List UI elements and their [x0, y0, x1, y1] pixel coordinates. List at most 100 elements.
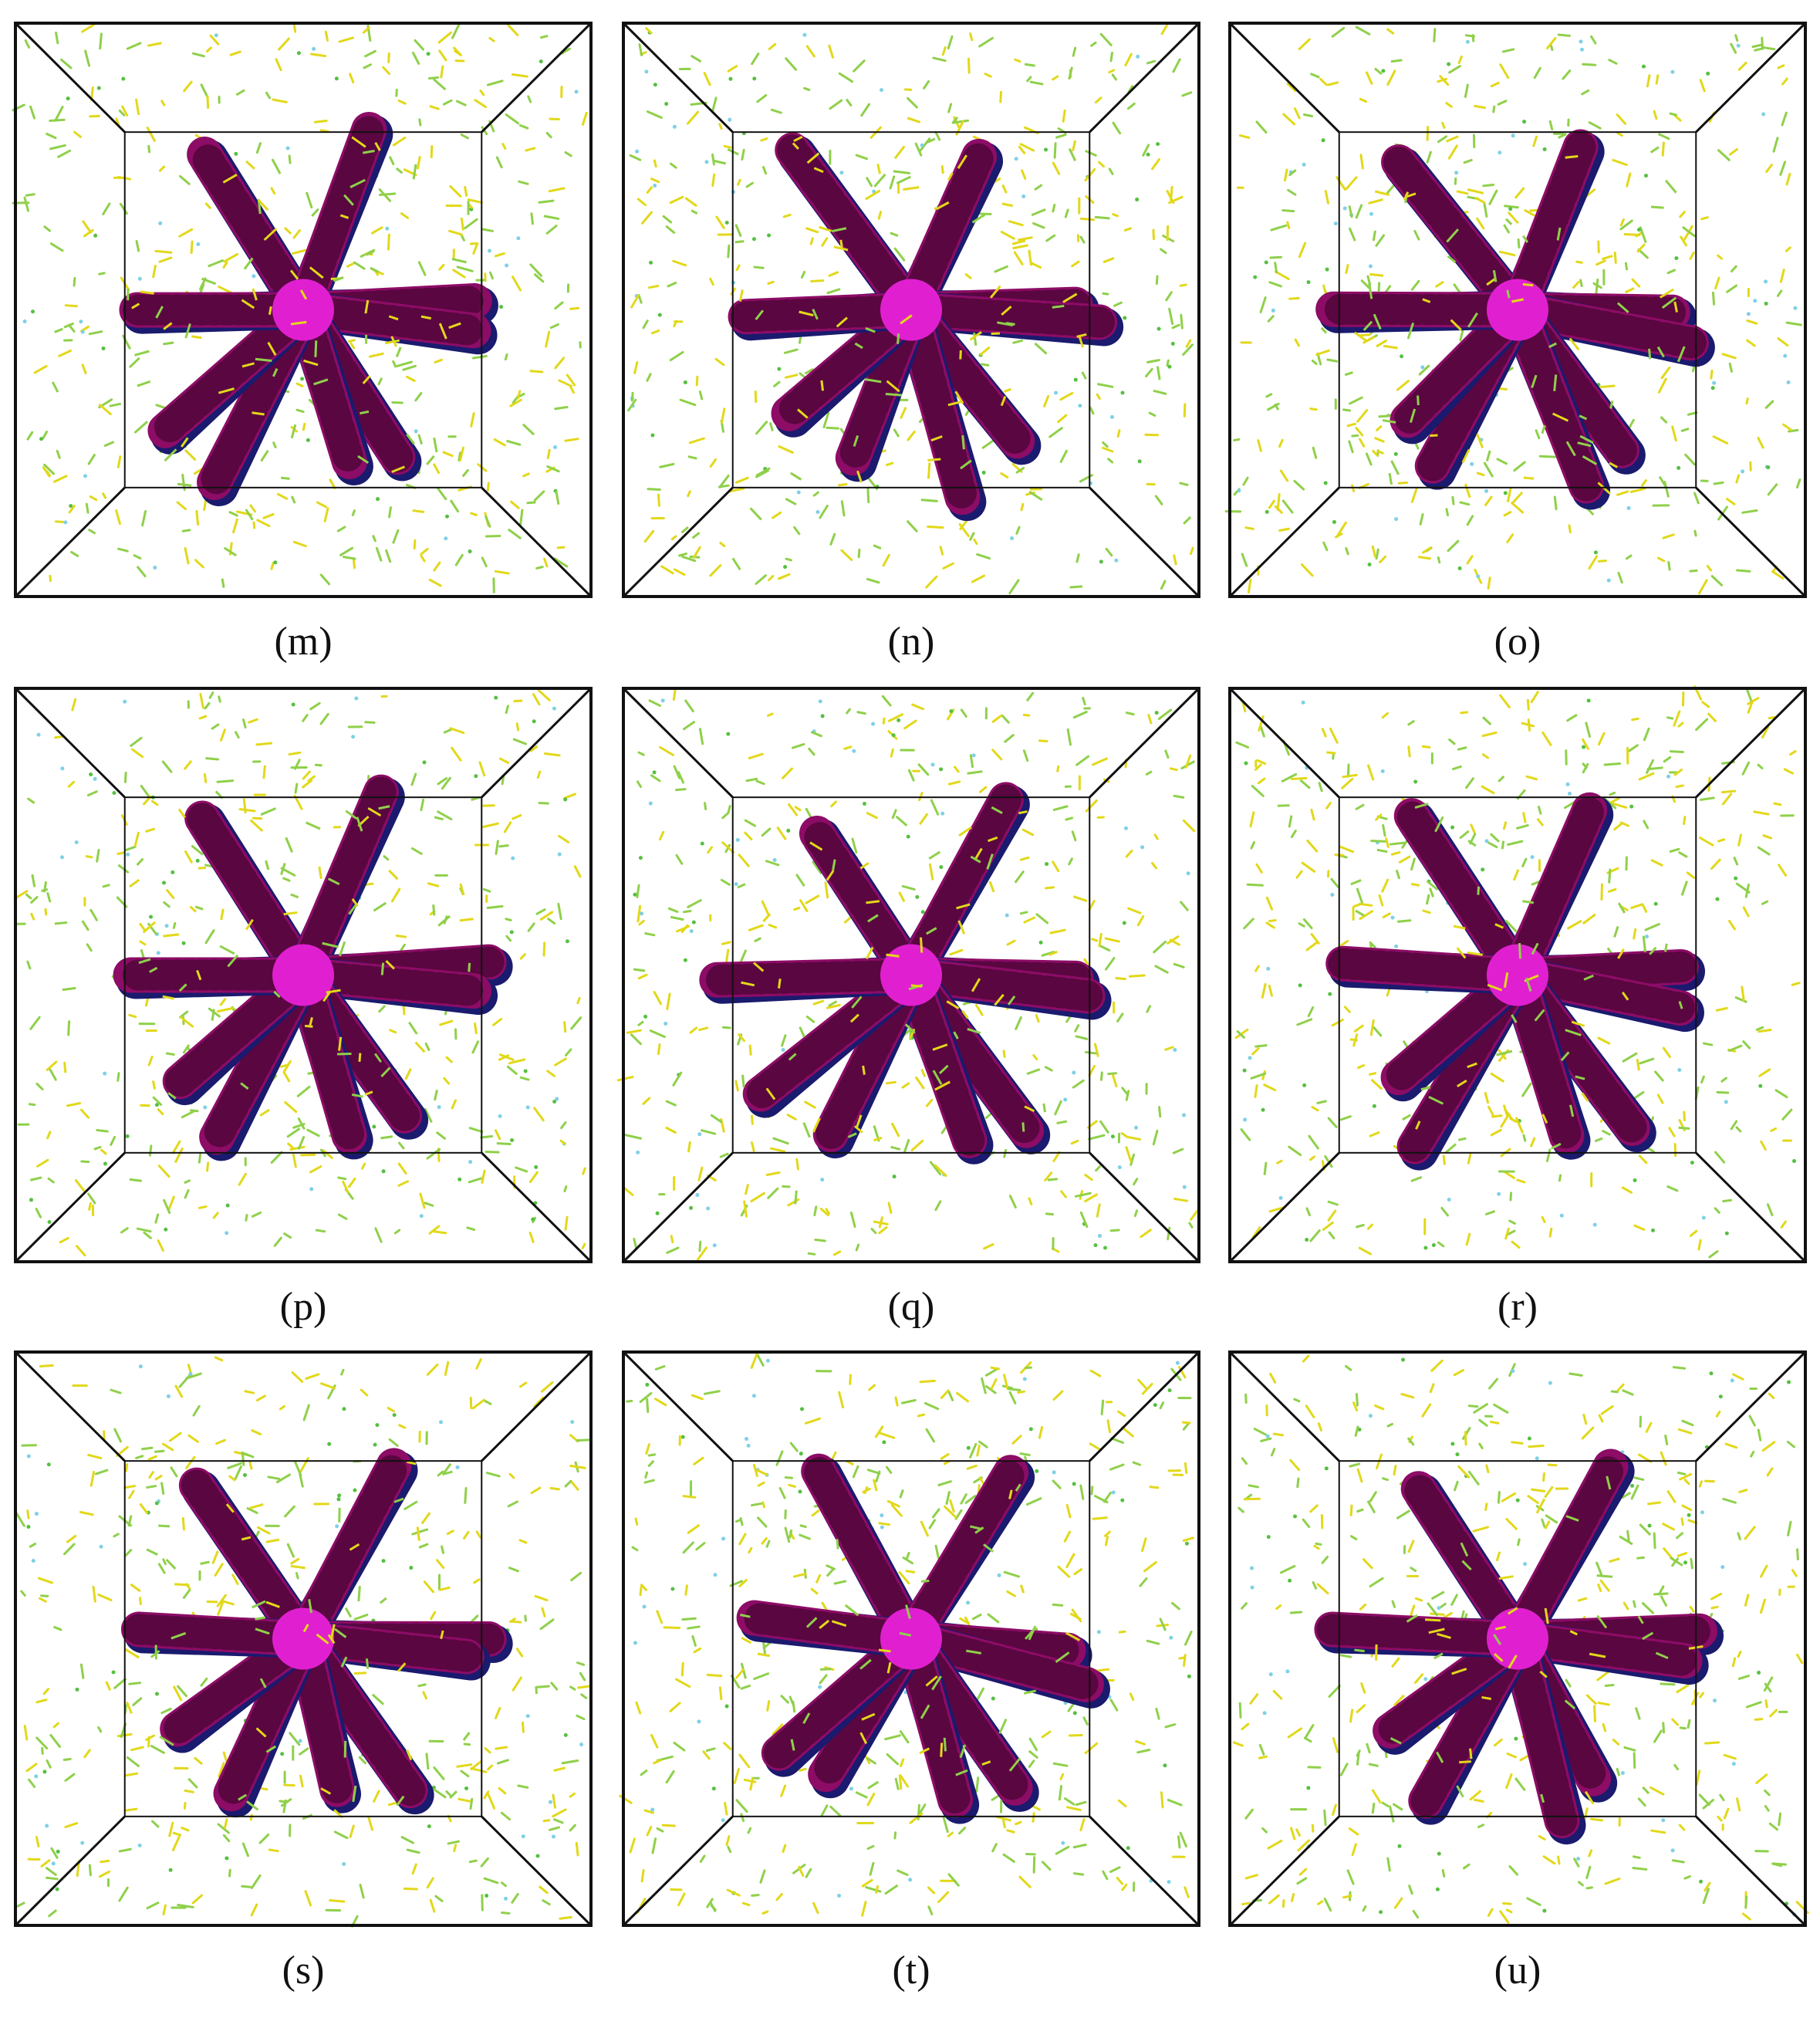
solvent-molecule — [177, 1685, 187, 1698]
solvent-molecule — [1409, 408, 1416, 423]
solvent-ion — [285, 146, 290, 150]
solvent-molecule — [1673, 710, 1681, 727]
solvent-molecule — [1286, 83, 1297, 93]
solvent-molecule — [1344, 1364, 1352, 1371]
solvent-molecule — [29, 105, 36, 120]
solvent-ion — [781, 1048, 785, 1053]
solvent-molecule — [1633, 1752, 1636, 1769]
solvent-ion — [1701, 1215, 1706, 1220]
solvent-molecule — [740, 1614, 751, 1618]
solvent-molecule — [1035, 913, 1049, 924]
box-edge — [622, 486, 734, 598]
solvent-ion — [431, 1785, 436, 1790]
core — [880, 944, 942, 1006]
solvent-molecule — [701, 1129, 717, 1135]
solvent-molecule — [1349, 1038, 1359, 1042]
solvent-molecule — [511, 1892, 519, 1904]
solvent-molecule — [486, 904, 504, 909]
solvent-molecule — [1639, 1057, 1655, 1065]
solvent-molecule — [147, 922, 158, 935]
solvent-molecule — [680, 924, 689, 933]
solvent-molecule — [971, 978, 981, 992]
solvent-molecule — [1369, 1131, 1380, 1137]
solvent-ion — [751, 1394, 756, 1398]
solvent-molecule — [1369, 1577, 1384, 1588]
solvent-molecule — [1710, 369, 1714, 380]
solvent-molecule — [670, 162, 677, 169]
solvent-molecule — [42, 431, 49, 439]
solvent-molecule — [373, 1053, 383, 1063]
solvent-molecule — [846, 708, 851, 715]
solvent-molecule — [1648, 348, 1652, 360]
solvent-molecule — [1633, 1224, 1646, 1231]
solvent-molecule — [947, 172, 954, 181]
solvent-molecule — [698, 1240, 702, 1252]
solvent-molecule — [1139, 1577, 1148, 1587]
solvent-molecule — [829, 800, 838, 808]
solvent-molecule — [443, 1077, 451, 1085]
solvent-molecule — [123, 1484, 136, 1489]
solvent-molecule — [512, 738, 528, 745]
solvent-molecule — [480, 1134, 494, 1139]
solvent-molecule — [1092, 1516, 1108, 1520]
solvent-molecule — [891, 809, 897, 820]
solvent-molecule — [487, 1793, 496, 1810]
solvent-molecule — [631, 1546, 639, 1552]
solvent-molecule — [640, 1584, 648, 1591]
solvent-molecule — [849, 1374, 852, 1385]
solvent-molecule — [518, 1381, 528, 1388]
solvent-molecule — [1493, 1634, 1502, 1645]
solvent-molecule — [1568, 337, 1580, 351]
solvent-molecule — [940, 165, 944, 174]
solvent-molecule — [820, 380, 825, 391]
solvent-molecule — [1761, 1441, 1776, 1452]
solvent-ion — [535, 1854, 540, 1858]
solvent-molecule — [1290, 776, 1308, 780]
solvent-molecule — [755, 1469, 769, 1476]
solvent-molecule — [1102, 446, 1114, 453]
solvent-ion — [721, 1536, 726, 1541]
solvent-molecule — [1642, 1786, 1650, 1795]
solvent-molecule — [451, 746, 462, 762]
solvent-molecule — [388, 315, 399, 321]
solvent-molecule — [1167, 1226, 1171, 1241]
solvent-molecule — [1553, 495, 1558, 511]
solvent-molecule — [855, 1243, 860, 1252]
solvent-molecule — [1327, 81, 1339, 86]
solvent-molecule — [914, 142, 923, 157]
solvent-molecule — [976, 553, 991, 560]
solvent-molecule — [459, 883, 465, 896]
solvent-molecule — [784, 1526, 791, 1543]
solvent-molecule — [396, 167, 403, 174]
solvent-molecule — [1781, 111, 1788, 127]
solvent-molecule — [102, 202, 111, 215]
solvent-molecule — [1503, 224, 1511, 234]
solvent-molecule — [1578, 1881, 1584, 1887]
solvent-molecule — [152, 1096, 163, 1106]
solvent-molecule — [1265, 896, 1274, 911]
solvent-molecule — [1690, 1557, 1693, 1570]
solvent-molecule — [890, 1122, 900, 1137]
solvent-molecule — [1476, 433, 1484, 449]
solvent-molecule — [35, 1736, 49, 1749]
solvent-molecule — [1097, 383, 1114, 388]
solvent-ion — [997, 1573, 1001, 1577]
solvent-molecule — [470, 512, 478, 516]
solvent-molecule — [184, 1789, 194, 1793]
solvent-molecule — [1190, 1209, 1199, 1221]
solvent-molecule — [468, 1859, 478, 1864]
solvent-ion — [351, 735, 356, 739]
solvent-molecule — [1676, 1471, 1687, 1475]
solvent-molecule — [893, 170, 911, 174]
solvent-molecule — [1637, 1615, 1644, 1624]
solvent-ion — [121, 76, 126, 81]
solvent-molecule — [1136, 914, 1145, 927]
solvent-ion — [46, 1462, 51, 1467]
solvent-molecule — [342, 1180, 349, 1194]
solvent-molecule — [418, 1543, 429, 1549]
solvent-molecule — [1497, 1490, 1501, 1504]
solvent-molecule — [1515, 823, 1529, 830]
solvent-molecule — [1639, 1523, 1652, 1536]
solvent-molecule — [45, 1867, 57, 1876]
solvent-molecule — [907, 431, 916, 441]
